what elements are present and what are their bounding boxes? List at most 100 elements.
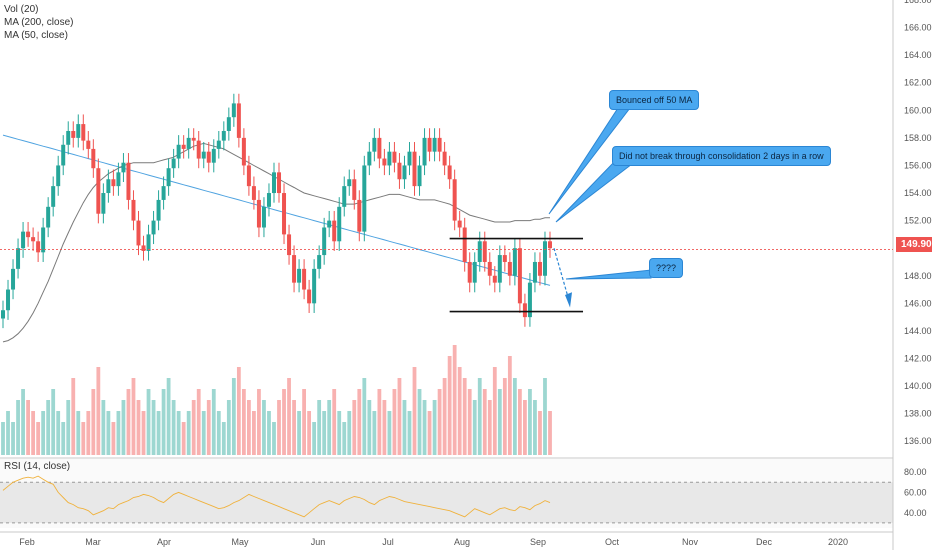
candle-body: [36, 241, 41, 253]
candle-body: [86, 140, 91, 149]
candle-body: [101, 193, 106, 214]
price-tick-label: 142.00: [904, 353, 932, 363]
volume-bar: [512, 378, 517, 455]
candle-body: [407, 151, 412, 166]
volume-bar: [292, 400, 296, 455]
candle-body: [512, 248, 517, 276]
price-tick-label: 144.00: [904, 326, 932, 336]
volume-bar: [347, 411, 352, 455]
volume-bar: [121, 400, 126, 455]
candle-body: [342, 186, 347, 207]
candle-body: [352, 179, 357, 200]
volume-bar: [71, 378, 76, 455]
candle-body: [497, 255, 502, 283]
candle-body: [517, 248, 522, 304]
candle-body: [46, 206, 51, 228]
price-tick-label: 160.00: [904, 105, 932, 115]
legend-vol[interactable]: Vol (20): [4, 4, 39, 15]
volume-bar: [131, 378, 136, 455]
volume-bar: [6, 411, 10, 455]
candle-body: [246, 165, 251, 187]
candle-body: [26, 231, 31, 238]
volume-bar: [472, 400, 477, 455]
legend-ma50[interactable]: MA (50, close): [4, 30, 68, 41]
candle-body: [527, 282, 532, 318]
candle-body: [146, 234, 151, 251]
time-tick-label: Sep: [530, 537, 546, 547]
rsi-panel: [2, 475, 551, 518]
volume-bar: [267, 411, 271, 455]
candle-body: [502, 255, 507, 262]
legend-ma200[interactable]: MA (200, close): [4, 17, 74, 28]
volume-bar: [417, 389, 422, 455]
volume-bar: [106, 411, 111, 455]
volume-bar: [322, 411, 327, 455]
time-tick-label: Nov: [682, 537, 699, 547]
candle-body: [332, 220, 337, 242]
candle-body: [337, 206, 342, 242]
price-tick-label: 146.00: [904, 298, 932, 308]
callout-bounce[interactable]: Bounced off 50 MA: [609, 90, 700, 110]
candle-body: [317, 255, 322, 269]
volume-bar: [477, 378, 482, 455]
candle-body: [282, 193, 287, 235]
volume-bar: [36, 422, 41, 455]
volume-bar: [51, 389, 56, 455]
volume-bar: [201, 411, 206, 455]
candle-body: [121, 162, 126, 173]
volume-bar: [31, 411, 36, 455]
candle-body: [81, 124, 86, 141]
candle-body: [312, 268, 317, 304]
candle-body: [297, 268, 302, 283]
candle-body: [432, 137, 437, 152]
volume-bar: [337, 411, 342, 455]
candle-body: [422, 137, 427, 166]
candle-body: [347, 179, 352, 187]
volume-bar: [507, 356, 512, 455]
volume-bar: [136, 400, 141, 455]
volume-bar: [16, 400, 20, 455]
candle-body: [211, 148, 216, 163]
callout-question-pointer: [565, 269, 652, 280]
volume-bar: [372, 411, 377, 455]
price-tick-label: 138.00: [904, 409, 932, 419]
projection-arrow-head: [565, 292, 573, 308]
volume-bar: [482, 389, 487, 455]
candle-body: [447, 165, 452, 180]
volume-bar: [437, 389, 442, 455]
volume-bar: [171, 400, 176, 455]
volume-bars: [1, 345, 552, 455]
legend-rsi[interactable]: RSI (14, close): [4, 461, 71, 472]
price-tick-label: 168.00: [904, 0, 932, 5]
price-axis: 168.00 166.00 164.00 162.00 160.00 158.00 156.…: [904, 0, 932, 518]
volume-bar: [492, 367, 497, 455]
candle-body: [141, 245, 146, 251]
volume-bar: [287, 378, 291, 455]
volume-bar: [96, 367, 101, 455]
candle-body: [191, 137, 196, 141]
candle-body: [462, 227, 467, 262]
time-tick-label: Feb: [19, 537, 35, 547]
candle-body: [442, 151, 447, 166]
projection-arrow-line: [553, 248, 570, 301]
volume-bar: [282, 389, 286, 455]
volume-bar: [533, 400, 537, 455]
candle-body: [382, 158, 387, 166]
candle-body: [231, 103, 236, 118]
callout-consolidation[interactable]: Did not break through consolidation 2 da…: [612, 146, 831, 166]
price-tick-label: 158.00: [904, 133, 932, 143]
candle-body: [181, 144, 186, 149]
volume-bar: [257, 389, 261, 455]
volume-bar: [362, 378, 367, 455]
callout-question[interactable]: ????: [649, 258, 684, 278]
candle-body: [548, 241, 552, 249]
volume-bar: [387, 411, 392, 455]
price-tick-label: 148.00: [904, 271, 932, 281]
candle-body: [196, 140, 201, 159]
volume-bar: [407, 411, 412, 455]
volume-bar: [262, 400, 266, 455]
rsi-band: [0, 482, 893, 523]
volume-bar: [538, 411, 542, 455]
time-tick-label: Apr: [157, 537, 171, 547]
